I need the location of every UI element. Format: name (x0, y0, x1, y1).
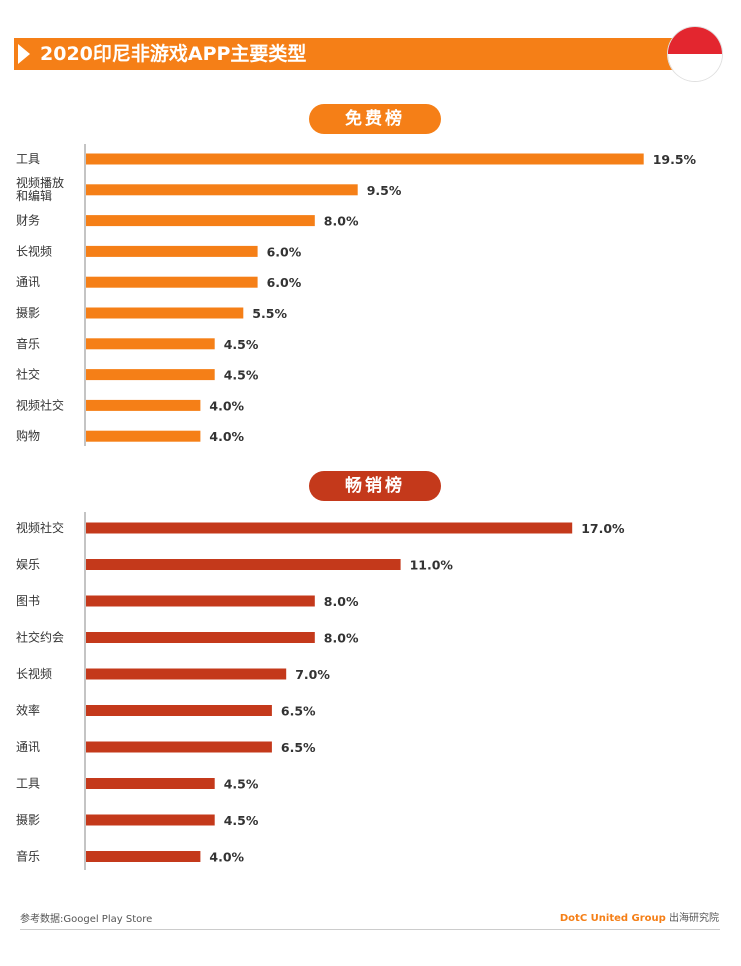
free-bar (86, 338, 215, 350)
free-value-label: 6.0% (267, 244, 302, 259)
paid-bar (86, 559, 401, 570)
paid-value-label: 8.0% (324, 594, 359, 609)
free-bar (86, 307, 244, 319)
data-source: 参考数据:Googel Play Store (20, 914, 153, 925)
free-value-label: 4.5% (224, 337, 259, 352)
paid-value-label: 17.0% (581, 521, 625, 536)
indonesia-flag-icon (668, 27, 722, 81)
paid-category-label: 视频社交 (16, 520, 64, 535)
paid-category-label: 社交约会 (16, 630, 64, 645)
free-bar (86, 276, 258, 288)
free-value-label: 4.0% (209, 429, 244, 444)
free-category-label: 长视频 (16, 243, 52, 258)
play-arrow-icon (18, 44, 30, 64)
free-bar (86, 184, 358, 196)
free-chart-title: 免费榜 (309, 104, 441, 134)
free-category-label: 通讯 (16, 275, 40, 289)
paid-bar (86, 595, 315, 607)
paid-chart-title: 畅销榜 (309, 471, 441, 501)
free-category-label: 视频播放和编辑 (16, 175, 64, 203)
paid-bar (86, 668, 287, 680)
free-value-label: 19.5% (653, 152, 697, 167)
paid-value-label: 4.5% (224, 777, 259, 792)
paid-bar (86, 778, 215, 789)
paid-category-label: 娱乐 (16, 558, 40, 572)
free-bar (86, 430, 201, 442)
paid-bar (86, 522, 573, 534)
free-category-label: 购物 (16, 428, 40, 443)
paid-category-label: 音乐 (16, 849, 40, 864)
free-value-label: 4.5% (224, 368, 259, 383)
paid-category-label: 长视频 (16, 666, 52, 681)
free-value-label: 4.0% (209, 398, 244, 413)
free-bar (86, 369, 215, 381)
paid-value-label: 4.5% (224, 813, 259, 828)
paid-bar (86, 814, 215, 826)
paid-value-label: 6.5% (281, 704, 316, 719)
paid-bar (86, 851, 201, 862)
paid-value-label: 6.5% (281, 740, 316, 755)
paid-value-label: 8.0% (324, 631, 359, 646)
page-title: 2020印尼非游戏APP主要类型 (40, 43, 307, 65)
grossing-ranking-chart: 17.0% 视频社交 11.0% 娱乐 8.0% 图书 8.0% 社交约会 7.0% 长视频 6.5… (16, 512, 625, 870)
free-category-label: 摄影 (16, 305, 40, 320)
paid-category-label: 摄影 (16, 812, 40, 827)
paid-bar (86, 705, 272, 716)
free-category-label: 工具 (16, 152, 40, 166)
footer-divider (20, 929, 720, 930)
paid-category-label: 图书 (16, 594, 40, 608)
paid-value-label: 7.0% (295, 667, 330, 682)
free-value-label: 6.0% (267, 275, 302, 290)
free-ranking-chart: 19.5% 工具 9.5% 视频播放和编辑 8.0% 财务 6.0% 长视频 6.0% 通讯 5.5… (16, 144, 697, 446)
paid-category-label: 效率 (16, 703, 40, 718)
paid-bar (86, 741, 272, 753)
free-category-label: 视频社交 (16, 397, 64, 412)
free-category-label: 音乐 (16, 336, 40, 351)
free-value-label: 8.0% (324, 214, 359, 229)
paid-value-label: 4.0% (209, 850, 244, 865)
free-bar (86, 245, 258, 257)
paid-bar (86, 632, 315, 643)
paid-value-label: 11.0% (410, 558, 454, 573)
brand-name: DotC United Group (559, 913, 666, 924)
free-category-label: 财务 (16, 213, 40, 228)
footer-brand: DotC United Group 出海研究院 (560, 909, 719, 924)
free-bar (86, 215, 315, 227)
paid-category-label: 工具 (16, 777, 40, 791)
free-value-label: 9.5% (367, 183, 402, 198)
brand-suffix: 出海研究院 (665, 913, 719, 924)
free-bar (86, 153, 644, 165)
paid-category-label: 通讯 (16, 740, 40, 754)
free-bar (86, 399, 201, 411)
free-value-label: 5.5% (252, 306, 287, 321)
free-category-label: 社交 (16, 367, 40, 382)
title-bar (14, 38, 674, 70)
